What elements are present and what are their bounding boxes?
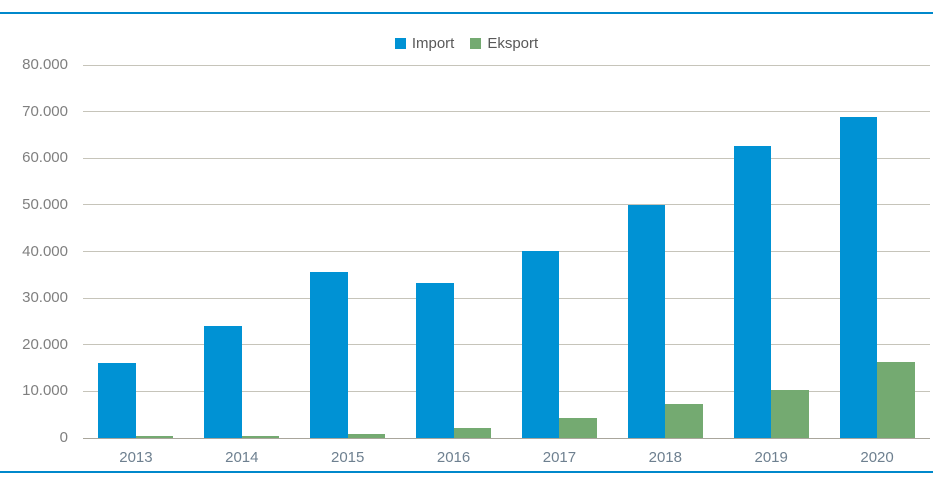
- gridline: [83, 64, 930, 66]
- y-axis-label: 0: [59, 429, 68, 446]
- gridline: [83, 157, 930, 159]
- legend-item-eksport: Eksport: [470, 35, 538, 52]
- bar-import: [733, 146, 772, 438]
- gridline: [83, 111, 930, 113]
- x-axis-label: 2014: [225, 449, 259, 466]
- y-axis-label: 20.000: [22, 335, 68, 353]
- bar-import: [98, 363, 136, 438]
- bar-import: [310, 271, 348, 438]
- bottom-accent-rule: [0, 471, 933, 473]
- bar-eksport: [771, 389, 809, 438]
- bar-eksport: [347, 434, 386, 438]
- x-axis-label: 2019: [754, 449, 788, 466]
- bar-eksport: [877, 362, 915, 438]
- y-axis-label: 50.000: [22, 195, 68, 213]
- bar-import: [204, 326, 242, 438]
- x-axis-label: 2016: [436, 449, 471, 466]
- x-axis-label: 2013: [119, 449, 153, 466]
- bar-eksport: [135, 436, 174, 438]
- gridline: [83, 204, 930, 206]
- eksport-legend-swatch-icon: [470, 37, 482, 49]
- legend-label-import: Import: [411, 34, 455, 52]
- bar-import: [627, 204, 666, 438]
- import-legend-swatch-icon: [394, 37, 406, 49]
- y-axis-label: 80.000: [22, 56, 68, 73]
- gridline: [83, 297, 930, 299]
- legend-item-import: Import: [394, 34, 455, 52]
- bar-import: [521, 251, 560, 438]
- x-axis-label: 2017: [542, 449, 577, 466]
- chart-legend: Import Eksport: [0, 33, 933, 53]
- x-axis-label: 2018: [648, 449, 682, 466]
- y-axis-label: 60.000: [22, 149, 68, 167]
- y-axis-label: 70.000: [22, 102, 68, 120]
- top-accent-rule: [0, 12, 933, 14]
- bar-eksport: [559, 418, 597, 438]
- x-axis-label: 2015: [331, 449, 365, 466]
- bar-import: [839, 117, 878, 438]
- gridline: [83, 251, 930, 252]
- bar-import: [416, 282, 454, 438]
- legend-label-eksport: Eksport: [487, 34, 539, 52]
- x-axis-label: 2020: [860, 449, 894, 466]
- bar-eksport: [241, 435, 280, 438]
- gridline: [83, 344, 930, 346]
- bar-eksport: [665, 403, 703, 438]
- y-axis-label: 40.000: [22, 242, 68, 260]
- gridline: [83, 390, 930, 392]
- x-axis-line: [83, 437, 930, 439]
- bar-eksport: [453, 428, 492, 438]
- y-axis-label: 10.000: [22, 382, 68, 400]
- y-axis-label: 30.000: [22, 289, 68, 307]
